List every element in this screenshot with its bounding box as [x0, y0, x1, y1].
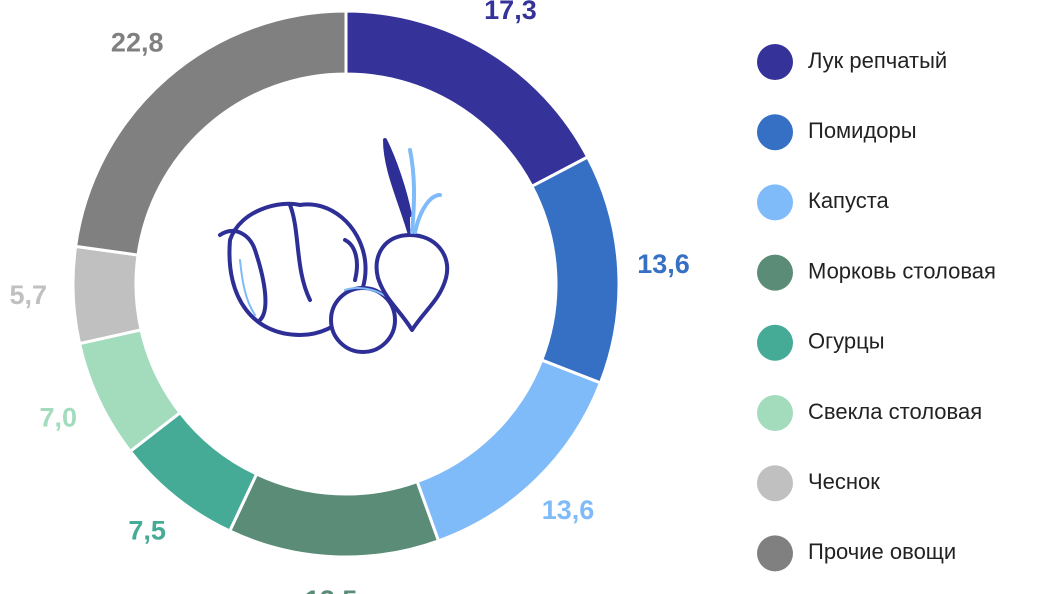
donut-segment: [532, 157, 619, 383]
legend-swatch: [757, 325, 793, 361]
legend-swatch: [757, 255, 793, 291]
legend-swatch: [757, 535, 793, 571]
legend: Лук репчатый Помидоры Капуста Морковь столо…: [757, 44, 996, 571]
value-label: 12,5: [305, 585, 358, 594]
value-label: 13,6: [637, 249, 690, 279]
value-label: 13,6: [542, 495, 595, 525]
donut-segment: [73, 246, 141, 343]
legend-label: Помидоры: [808, 118, 917, 143]
value-label: 17,3: [484, 0, 537, 25]
legend-label: Капуста: [808, 188, 890, 213]
legend-label: Чеснок: [808, 469, 880, 494]
page: 17,3 13,6 13,6 12,5 7,5 7,0 5,7 22,8 Лук репчат…: [0, 0, 1040, 594]
value-label: 7,0: [39, 403, 77, 433]
legend-swatch: [757, 395, 793, 431]
legend-label: Морковь столовая: [808, 258, 996, 283]
legend-swatch: [757, 184, 793, 220]
legend-swatch: [757, 114, 793, 150]
vegetable-icon: [220, 140, 447, 352]
donut: [73, 11, 619, 557]
legend-label: Лук репчатый: [808, 48, 947, 73]
legend-label: Огурцы: [808, 329, 885, 354]
value-label: 7,5: [128, 515, 166, 545]
value-label: 22,8: [111, 27, 164, 57]
donut-segment: [230, 474, 439, 557]
legend-label: Свекла столовая: [808, 399, 982, 424]
legend-swatch: [757, 465, 793, 501]
legend-swatch: [757, 44, 793, 80]
legend-label: Прочие овощи: [808, 539, 956, 564]
donut-segment: [346, 11, 588, 186]
value-label: 5,7: [9, 280, 47, 310]
chart: 17,3 13,6 13,6 12,5 7,5 7,0 5,7 22,8 Лук репчат…: [0, 0, 1040, 594]
